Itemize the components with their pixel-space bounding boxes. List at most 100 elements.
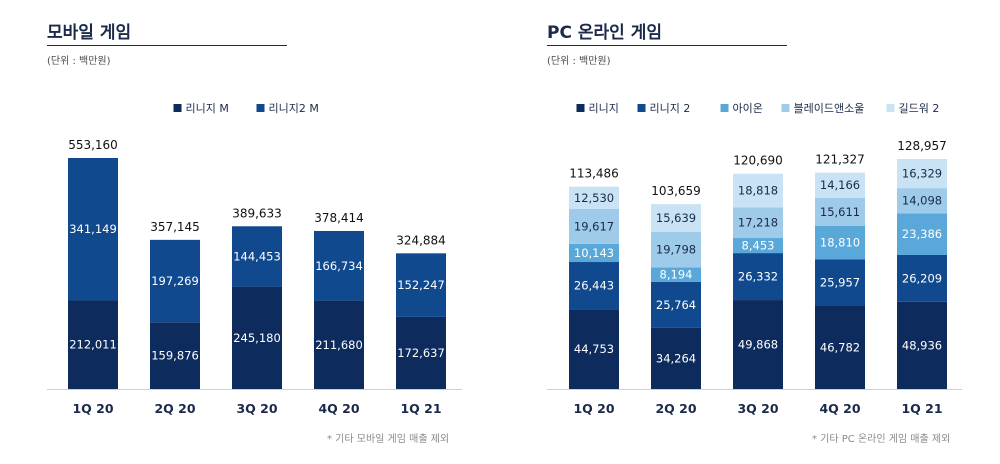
x-tick-label: 4Q 20 [318,401,359,416]
data-label: 15,611 [820,205,860,219]
bar-segment [733,207,783,239]
bar-segment [733,173,783,208]
data-label: 48,936 [902,338,942,352]
bar-segment [68,158,118,301]
bar-segment [815,305,865,389]
data-label: 26,443 [574,279,614,293]
data-label: 26,209 [902,271,942,285]
legend-label: 리니지 [589,102,619,115]
data-label: 16,329 [902,167,942,181]
footnote: * 기타 PC 온라인 게임 매출 제외 [812,434,951,445]
mobile-games-panel: 모바일 게임 (단위 : 백만원) 리니지 M 리니지2 M 212,011 341,… [0,0,470,464]
x-tick-label: 3Q 20 [236,401,277,416]
legend-swatch [256,104,265,112]
bar-segment [897,301,947,389]
pc-online-games-panel: PC 온라인 게임 (단위 : 백만원) 리니지 리니지 2 아이온 블레이드앤소울 길… [500,0,970,464]
bar-segment [651,232,701,268]
pc-online-games-chart: 리니지 리니지 2 아이온 블레이드앤소울 길드워 2 44,753 26,443 10,14… [547,102,962,416]
data-label: 14,166 [820,178,860,192]
chart-legend: 리니지 M 리니지2 M [173,102,319,115]
bar-segment [815,197,865,226]
bar-segment [651,281,701,328]
data-label: 8,194 [660,268,693,282]
bar-segment [569,186,619,209]
x-tick-label: 1Q 21 [901,401,942,416]
title-underline [547,45,787,46]
bar-segment [815,259,865,306]
bar-segment [651,267,701,282]
bar-segment [897,158,947,189]
data-label: 46,782 [820,340,860,354]
data-label: 245,180 [233,331,281,345]
bar-segment [396,253,446,317]
data-label: 144,453 [233,249,281,263]
data-label: 17,218 [738,216,778,230]
legend-label: 리니지2 M [269,102,319,115]
data-label: 8,453 [742,239,775,253]
data-label: 18,810 [820,235,860,249]
total-label: 389,633 [232,206,282,220]
legend-label: 리니지 M [186,102,229,115]
data-label: 26,332 [738,270,778,284]
legend-swatch [637,104,646,112]
bar-segment [897,254,947,302]
data-label: 19,798 [656,243,696,257]
bar-segment [232,286,282,389]
x-tick-label: 2Q 20 [154,401,195,416]
legend-label: 아이온 [733,102,763,115]
total-label: 357,145 [150,220,200,234]
bar-segment [314,300,364,389]
x-tick-label: 4Q 20 [819,401,860,416]
data-label: 212,011 [69,338,117,352]
x-tick-label: 1Q 20 [72,401,113,416]
data-label: 159,876 [151,349,199,363]
data-label: 172,637 [397,346,445,360]
bar-segment [815,172,865,198]
legend-swatch [576,104,585,112]
chart-title: PC 온라인 게임 [547,23,662,43]
bar-segment [68,300,118,389]
legend-swatch [781,104,790,112]
chart-legend: 리니지 리니지 2 아이온 블레이드앤소울 길드워 2 [576,102,940,115]
bar-segment [569,262,619,310]
data-label: 10,143 [574,246,614,260]
legend-label: 길드워 2 [899,102,940,115]
legend-label: 블레이드앤소울 [794,102,865,115]
bar-segment [815,225,865,260]
data-label: 152,247 [397,278,445,292]
data-label: 14,098 [902,194,942,208]
total-label: 324,884 [396,233,446,247]
total-label: 113,486 [569,167,619,181]
legend-swatch [720,104,729,112]
legend-swatch [173,104,182,112]
title-underline [47,45,287,46]
data-label: 197,269 [151,274,199,288]
unit-label: (단위 : 백만원) [47,56,111,67]
total-label: 378,414 [314,211,364,225]
mobile-games-chart: 리니지 M 리니지2 M 212,011 341,149 553,160 1Q 20 159… [47,102,462,416]
legend-swatch [886,104,895,112]
bar-segment [150,322,200,389]
bar-segment [733,238,783,254]
bar-segment [569,243,619,263]
bar-segment [396,316,446,389]
data-label: 25,957 [820,275,860,289]
bar-segment [733,253,783,301]
bar-segment [897,213,947,255]
bar-segment [651,327,701,389]
data-label: 166,734 [315,259,363,273]
x-tick-label: 2Q 20 [655,401,696,416]
bar-segment [569,208,619,244]
total-label: 121,327 [815,153,865,167]
chart-title: 모바일 게임 [47,23,132,43]
total-label: 553,160 [68,138,118,152]
data-label: 23,386 [902,227,942,241]
data-label: 25,764 [656,298,696,312]
data-label: 44,753 [574,342,614,356]
data-label: 34,264 [656,351,696,365]
bar-segment [150,239,200,323]
bar-segment [651,204,701,233]
data-label: 341,149 [69,222,117,236]
x-tick-label: 1Q 20 [573,401,614,416]
total-label: 120,690 [733,154,783,168]
